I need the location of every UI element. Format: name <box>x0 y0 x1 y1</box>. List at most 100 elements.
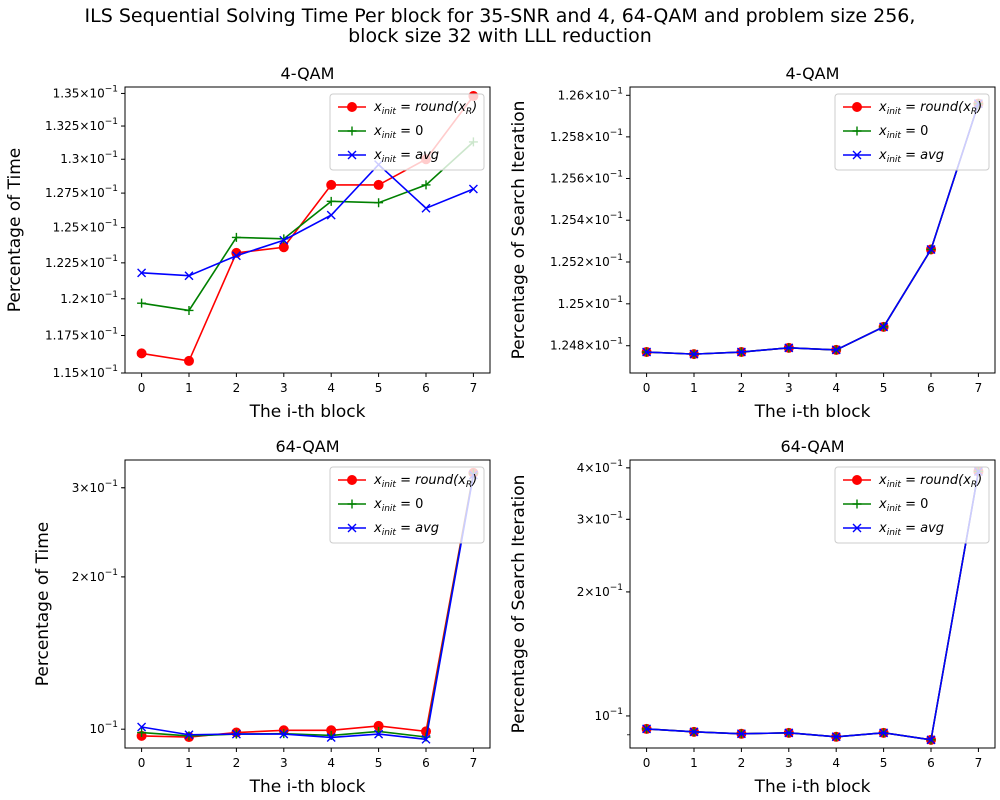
y-tick-label: 4×10−1 <box>577 459 623 475</box>
legend-label-1: xinit = 0 <box>373 497 423 514</box>
legend-marker <box>347 150 357 160</box>
x-tick-label: 1 <box>185 756 193 770</box>
series-line-2 <box>646 103 980 355</box>
legend-label-1: xinit = 0 <box>373 124 423 141</box>
data-point <box>689 349 699 359</box>
legend-label-2: xinit = avg <box>878 148 944 165</box>
data-point <box>184 730 194 740</box>
x-tick-label: 4 <box>327 756 335 770</box>
legend-label-0: xinit = round(xR) <box>373 100 477 117</box>
x-tick-label: 2 <box>738 756 746 770</box>
legend-label-0: xinit = round(xR) <box>373 473 477 490</box>
legend-label-0: xinit = round(xR) <box>878 473 982 490</box>
y-tick-label: 1.25×10−1 <box>558 295 623 311</box>
x-axis-label: The i-th block <box>754 777 871 797</box>
y-tick-label: 1.225×10−1 <box>45 254 118 270</box>
data-point <box>421 734 431 744</box>
y-tick-label: 1.175×10−1 <box>45 327 118 343</box>
data-point <box>689 727 699 737</box>
legend: xinit = round(xR) xinit = 0 xinit = avg <box>329 93 485 171</box>
legend-label-1: xinit = 0 <box>878 497 928 514</box>
legend-box <box>329 466 485 544</box>
x-tick-label: 0 <box>643 756 651 770</box>
x-tick-label: 6 <box>927 381 935 395</box>
chart-title: 4-QAM <box>281 64 335 83</box>
data-point <box>184 305 194 315</box>
x-tick-label: 3 <box>280 381 288 395</box>
data-point <box>279 235 289 245</box>
legend-label-2: xinit = avg <box>373 521 439 538</box>
legend-label-1: xinit = 0 <box>878 124 928 141</box>
legend-marker <box>347 523 357 533</box>
data-point <box>231 729 241 739</box>
x-tick-label: 2 <box>233 381 241 395</box>
x-tick-label: 0 <box>138 756 146 770</box>
y-tick-label: 2×10−1 <box>72 568 118 584</box>
chart-panel-3: 10−1 2×10−1 3×10−1 4×10−1 0 1 2 3 4 5 6 7 64-QAM The … <box>509 437 996 797</box>
legend-marker <box>852 499 862 509</box>
legend-marker <box>852 102 862 112</box>
y-axis-label: Percentage of Search Iteration <box>509 101 529 360</box>
legend-marker <box>347 499 357 509</box>
data-point <box>421 203 431 213</box>
y-axis-label: Percentage of Search Iteration <box>509 475 529 734</box>
y-tick-label: 1.275×10−1 <box>45 184 118 200</box>
x-tick-label: 3 <box>785 756 793 770</box>
series-line-1 <box>141 141 474 312</box>
x-axis-label: The i-th block <box>249 777 366 797</box>
x-tick-label: 7 <box>975 756 983 770</box>
data-point <box>736 729 746 739</box>
data-point <box>784 728 794 738</box>
data-point <box>137 728 147 738</box>
data-point <box>137 298 147 308</box>
data-point <box>784 343 794 353</box>
legend: xinit = round(xR) xinit = 0 xinit = avg <box>329 466 485 544</box>
x-tick-label: 1 <box>690 381 698 395</box>
figure-title-line-1: ILS Sequential Solving Time Per block fo… <box>84 5 916 27</box>
data-point <box>326 210 336 220</box>
data-point <box>831 732 841 742</box>
y-tick-label: 1.3×10−1 <box>60 150 118 166</box>
x-tick-label: 7 <box>975 381 983 395</box>
data-point <box>468 184 478 194</box>
legend-box <box>834 466 990 544</box>
data-point <box>137 722 147 732</box>
y-tick-label: 1.25×10−1 <box>53 219 118 235</box>
legend-marker <box>852 150 862 160</box>
y-tick-label: 10−1 <box>594 707 623 723</box>
data-point <box>231 251 241 261</box>
y-tick-label: 1.15×10−1 <box>53 364 118 380</box>
y-tick-label: 1.35×10−1 <box>53 84 118 100</box>
data-point <box>279 729 289 739</box>
data-point <box>374 729 384 739</box>
chart-title: 4-QAM <box>786 64 840 83</box>
y-tick-label: 1.2×10−1 <box>60 290 118 306</box>
legend: xinit = round(xR) xinit = 0 xinit = avg <box>834 466 990 544</box>
y-tick-label: 1.258×10−1 <box>550 128 623 144</box>
legend-marker <box>852 126 862 136</box>
x-tick-label: 0 <box>138 381 146 395</box>
chart-panel-1: 1.248×10−1 1.25×10−1 1.252×10−1 1.254×10−1 1… <box>509 64 996 422</box>
x-tick-label: 5 <box>880 756 888 770</box>
data-point <box>326 732 336 742</box>
legend-box <box>329 93 485 171</box>
data-point <box>137 268 147 278</box>
x-tick-label: 2 <box>738 381 746 395</box>
y-axis-label: Percentage of Time <box>33 522 53 686</box>
series-line-2 <box>646 471 980 741</box>
data-point <box>736 347 746 357</box>
y-tick-label: 1.256×10−1 <box>550 170 623 186</box>
data-point <box>373 179 384 190</box>
data-point <box>421 180 431 190</box>
series-line-2 <box>141 163 474 277</box>
data-point <box>326 196 336 206</box>
data-point <box>642 347 652 357</box>
x-tick-label: 4 <box>832 381 840 395</box>
data-point <box>136 348 147 359</box>
x-tick-label: 1 <box>185 381 193 395</box>
x-tick-label: 7 <box>470 381 478 395</box>
data-point <box>926 244 936 254</box>
data-point <box>326 179 337 190</box>
chart-panel-2: 10−1 2×10−1 3×10−1 0 1 2 3 4 5 6 7 64-QAM The i-th b… <box>33 437 491 797</box>
